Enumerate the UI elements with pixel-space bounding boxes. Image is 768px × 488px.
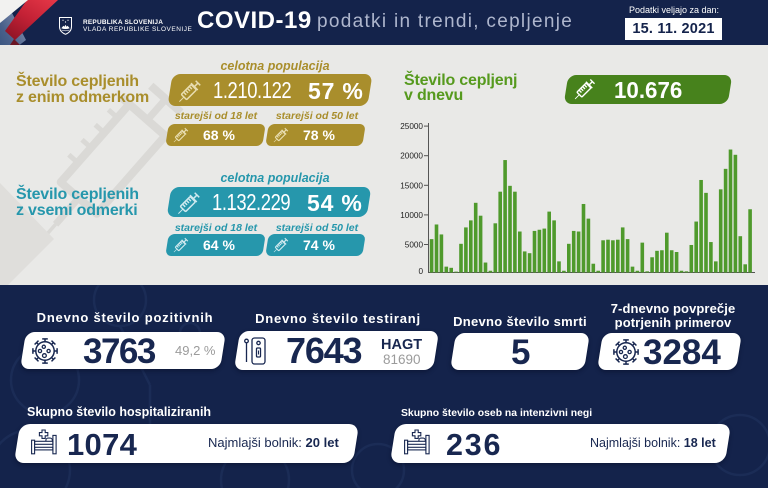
- svg-text:25000: 25000: [400, 122, 423, 131]
- svg-text:15000: 15000: [400, 181, 423, 190]
- svg-text:20000: 20000: [400, 152, 423, 161]
- svg-text:5000: 5000: [405, 240, 424, 249]
- svg-text:10000: 10000: [400, 211, 423, 220]
- svg-text:0: 0: [418, 267, 423, 276]
